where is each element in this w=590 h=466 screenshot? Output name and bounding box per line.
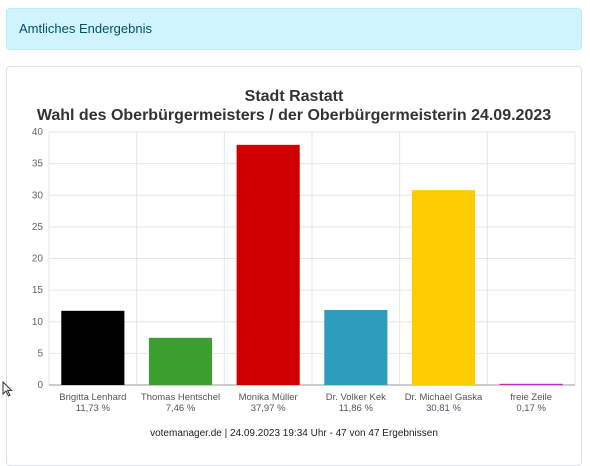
- y-tick-label: 40: [32, 127, 44, 138]
- y-tick-label: 35: [32, 159, 44, 170]
- x-tick-label: freie Zeile: [510, 392, 552, 403]
- y-tick-label: 30: [32, 190, 44, 201]
- value-label: 11,86 %: [339, 403, 374, 414]
- x-tick-label: Dr. Michael Gaska: [405, 392, 483, 403]
- chart-grid: 0 5 10 15 20 25 30 35 40: [32, 127, 576, 391]
- x-tick-label: Monika Müller: [239, 392, 298, 403]
- bar[interactable]: [411, 190, 476, 385]
- mouse-cursor-icon: [2, 381, 13, 397]
- bar[interactable]: [236, 144, 300, 385]
- y-tick-label: 0: [37, 380, 43, 391]
- status-alert-text: Amtliches Endergebnis: [19, 21, 152, 36]
- y-tick-label: 10: [32, 317, 44, 328]
- x-tick-label: Brigitta Lenhard: [59, 392, 126, 403]
- y-tick-label: 20: [32, 254, 44, 265]
- chart-footer: votemanager.de | 24.09.2023 19:34 Uhr - …: [150, 428, 438, 439]
- election-bar-chart: Stadt Rastatt Wahl des Oberbürgermeister…: [32, 88, 576, 439]
- x-tick-label: Thomas Hentschel: [141, 392, 220, 403]
- chart-subtitle: Wahl des Oberbürgermeisters / der Oberbü…: [37, 107, 551, 124]
- bar[interactable]: [148, 337, 213, 385]
- bar[interactable]: [61, 310, 125, 385]
- value-label: 7,46 %: [166, 403, 196, 414]
- y-tick-label: 15: [32, 285, 44, 296]
- y-tick-label: 5: [37, 348, 43, 359]
- status-alert: Amtliches Endergebnis: [6, 8, 582, 50]
- y-tick-label: 25: [32, 222, 44, 233]
- x-tick-label: Dr. Volker Kek: [326, 392, 386, 403]
- bar[interactable]: [324, 309, 388, 385]
- value-label: 37,97 %: [251, 403, 286, 414]
- chart-bars: [61, 144, 563, 385]
- value-label: 11,73 %: [76, 403, 111, 414]
- chart-title: Stadt Rastatt: [245, 88, 344, 105]
- value-label: 0,17 %: [516, 403, 546, 414]
- chart-card: Stadt Rastatt Wahl des Oberbürgermeister…: [6, 66, 582, 466]
- value-label: 30,81 %: [426, 403, 461, 414]
- bar[interactable]: [499, 383, 563, 385]
